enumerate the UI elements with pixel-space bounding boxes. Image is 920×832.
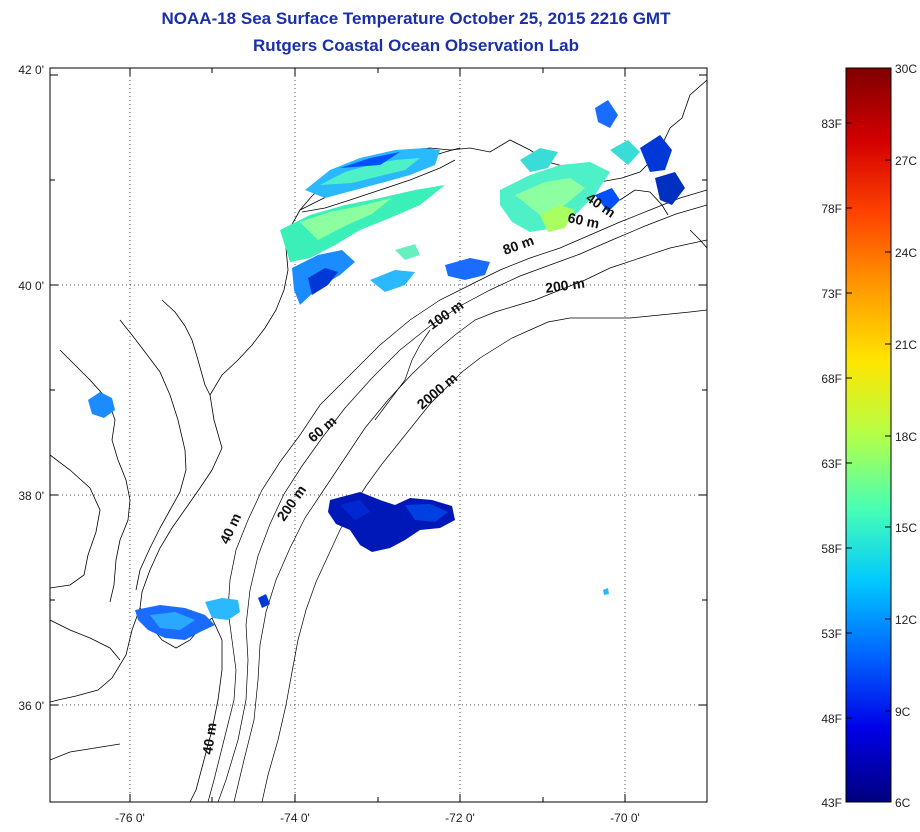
colorbar-celsius-label: 9C — [895, 705, 911, 719]
colorbar-fahrenheit-label: 53F — [821, 627, 842, 641]
contour-label: 60 m — [566, 209, 601, 231]
colorbar-celsius-label: 6C — [895, 796, 911, 810]
lat-label: 38 0' — [18, 489, 44, 503]
colorbar-fahrenheit-label: 68F — [821, 372, 842, 386]
lon-label: -72 0' — [445, 811, 475, 825]
lat-label: 40 0' — [18, 279, 44, 293]
latitude-labels: 42 0' 40 0' 38 0' 36 0' — [18, 63, 44, 713]
map-title: NOAA-18 Sea Surface Temperature October … — [161, 9, 671, 28]
colorbar-celsius-label: 18C — [895, 430, 917, 444]
colorbar-fahrenheit-label: 58F — [821, 542, 842, 556]
colorbar-fahrenheit-label: 73F — [821, 287, 842, 301]
lat-label: 36 0' — [18, 699, 44, 713]
bathymetry-contours — [207, 189, 707, 802]
sst-data-overlay — [88, 100, 685, 640]
lon-label: -76 0' — [115, 811, 145, 825]
colorbar-celsius-label: 21C — [895, 338, 917, 352]
longitude-labels: -76 0' -74 0' -72 0' -70 0' — [115, 811, 640, 825]
lon-label: -70 0' — [610, 811, 640, 825]
colorbar-celsius-label: 24C — [895, 246, 917, 260]
lat-label: 42 0' — [18, 63, 44, 77]
ticks — [50, 68, 707, 802]
colorbar-celsius-label: 12C — [895, 613, 917, 627]
contour-label: 200 m — [544, 275, 586, 296]
colorbar-fahrenheit-label: 83F — [821, 117, 842, 131]
contour-label: 40 m — [199, 722, 219, 756]
colorbar-fahrenheit-label: 43F — [821, 796, 842, 810]
colorbar-bar — [845, 67, 892, 803]
colorbar-fahrenheit-label: 48F — [821, 712, 842, 726]
colorbar-celsius-label: 30C — [895, 62, 917, 76]
colorbar-celsius-label: 15C — [895, 521, 917, 535]
lon-label: -74 0' — [280, 811, 310, 825]
colorbar: 30C 27C 24C 21C 18C 15C 12C 9C 6C 83F 78… — [821, 62, 917, 810]
colorbar-fahrenheit-label: 78F — [821, 202, 842, 216]
colorbar-fahrenheit-label: 63F — [821, 457, 842, 471]
map-subtitle: Rutgers Coastal Ocean Observation Lab — [253, 36, 579, 55]
colorbar-celsius-label: 27C — [895, 154, 917, 168]
